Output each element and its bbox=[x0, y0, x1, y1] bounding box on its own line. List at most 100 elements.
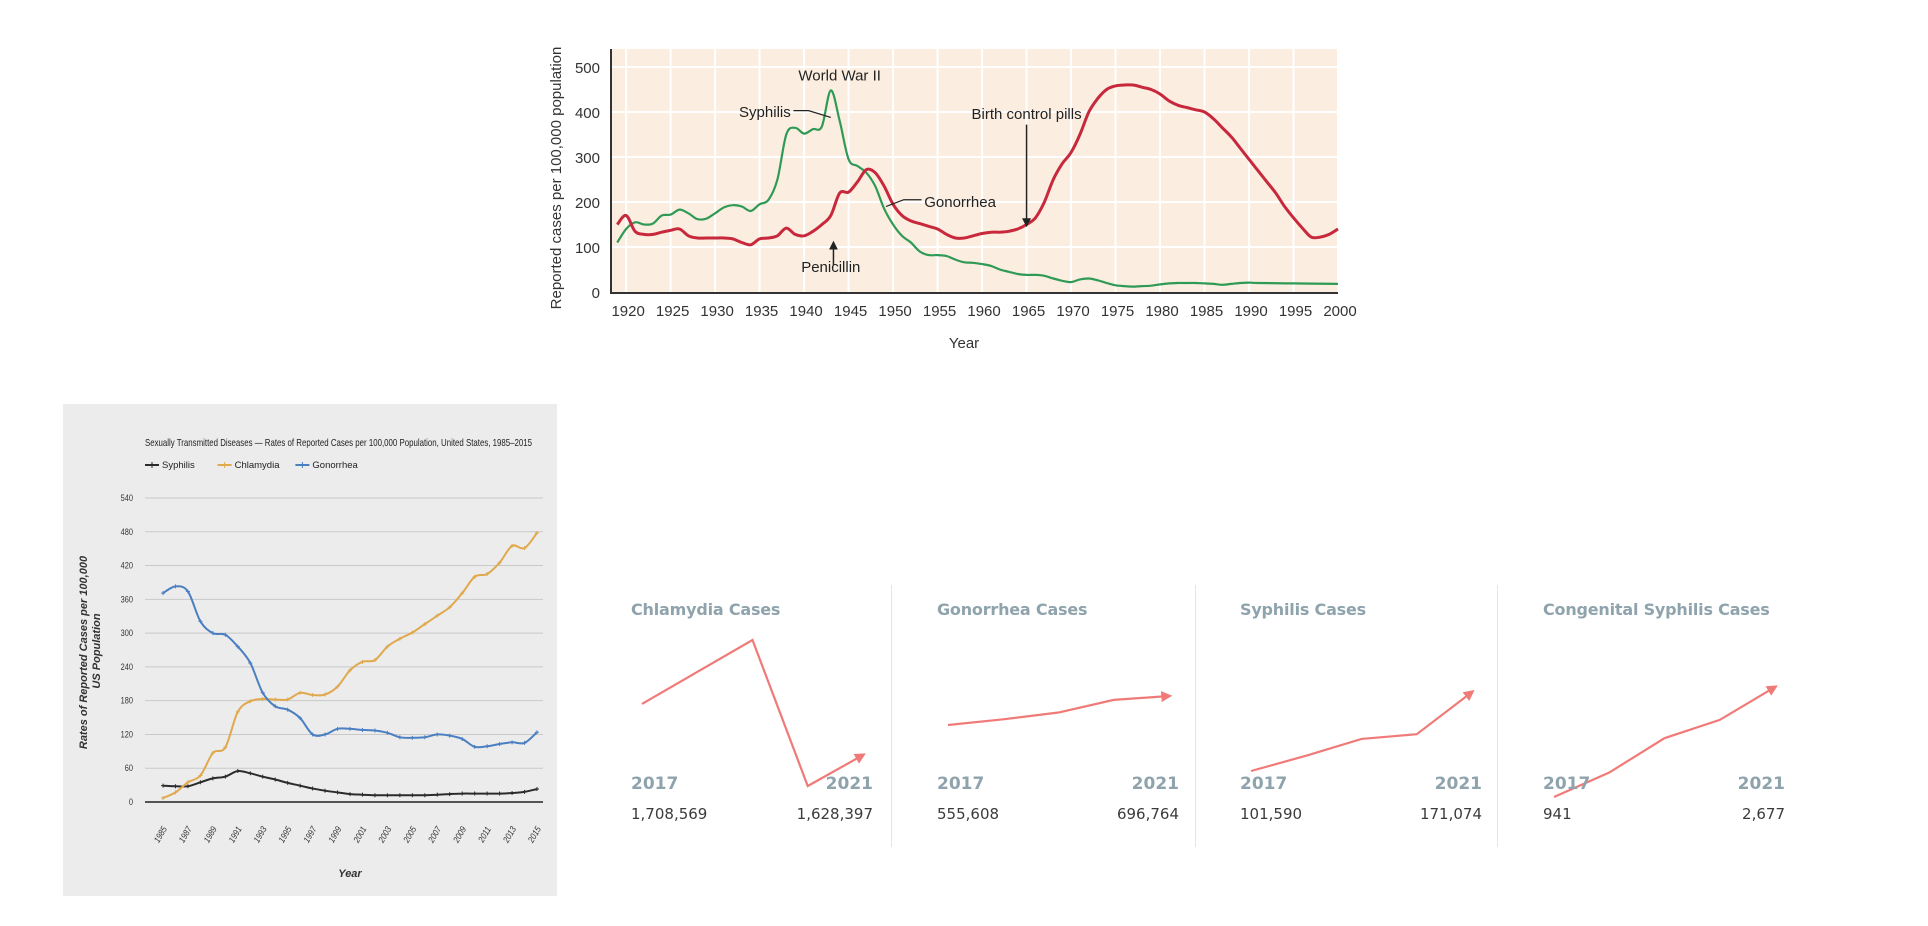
sparkline-trend-line bbox=[1250, 689, 1475, 773]
data-point-marker bbox=[248, 660, 253, 665]
x-tick-label: 1920 bbox=[611, 303, 644, 320]
y-tick-label: 60 bbox=[125, 764, 134, 774]
data-point-marker bbox=[360, 727, 365, 732]
end-year-label: 2021 bbox=[1434, 774, 1482, 794]
data-point-marker bbox=[260, 690, 265, 695]
x-tick-label: 1975 bbox=[1101, 303, 1134, 320]
x-tick-label: 2011 bbox=[475, 825, 493, 845]
data-point-marker bbox=[447, 605, 452, 610]
data-point-marker bbox=[285, 707, 290, 712]
series-lines bbox=[161, 530, 539, 801]
card-gonorrhea-cases[interactable]: Gonorrhea Cases 2017 2021 555,608 696,764 bbox=[937, 585, 1199, 847]
data-point-marker bbox=[161, 591, 165, 596]
data-point-marker bbox=[298, 716, 303, 721]
data-point-marker bbox=[348, 668, 352, 673]
y-tick-label: 480 bbox=[121, 527, 134, 537]
x-tick-label: 1987 bbox=[176, 824, 194, 844]
y-tick-label: 420 bbox=[121, 561, 134, 571]
data-point-marker bbox=[422, 735, 427, 740]
data-point-marker bbox=[510, 790, 515, 795]
data-point-marker bbox=[510, 740, 515, 745]
x-tick-label: 1935 bbox=[745, 303, 778, 320]
data-point-marker bbox=[385, 644, 390, 649]
data-point-marker bbox=[335, 790, 340, 795]
x-tick-label: 1970 bbox=[1056, 303, 1089, 320]
data-point-marker bbox=[485, 744, 490, 749]
series-chlamydia bbox=[161, 530, 539, 801]
annotation-syphilis: Syphilis bbox=[739, 104, 791, 121]
data-point-marker bbox=[372, 793, 377, 798]
x-tick-labels: 1920 1925 1930 1935 1940 1945 1950 1955 1960 1965… bbox=[611, 303, 1356, 320]
data-point-marker bbox=[310, 732, 315, 737]
data-point-marker bbox=[223, 774, 228, 779]
data-point-marker bbox=[410, 793, 415, 798]
data-point-marker bbox=[210, 751, 215, 756]
sparkline-trend-line bbox=[1553, 685, 1778, 799]
annotation-birth-control-pills: Birth control pills bbox=[972, 106, 1082, 123]
data-point-marker bbox=[273, 704, 278, 709]
end-value: 696,764 bbox=[1116, 805, 1179, 823]
data-point-marker bbox=[447, 792, 452, 797]
legend-item-syphilis: Syphilis bbox=[145, 460, 195, 471]
data-point-marker bbox=[410, 630, 415, 635]
y-tick-label: 500 bbox=[575, 60, 600, 77]
start-value: 1,708,569 bbox=[631, 805, 708, 823]
data-point-marker bbox=[485, 572, 490, 576]
grid bbox=[145, 497, 543, 803]
data-point-marker bbox=[535, 787, 539, 792]
y-axis-label: Reported cases per 100,000 population bbox=[548, 47, 565, 310]
start-value: 101,590 bbox=[1240, 805, 1303, 823]
data-point-marker bbox=[198, 780, 203, 785]
data-point-marker bbox=[397, 636, 402, 641]
data-point-marker bbox=[223, 745, 228, 750]
data-point-marker bbox=[173, 584, 178, 589]
x-tick-label: 1950 bbox=[878, 303, 911, 320]
y-tick-label: 200 bbox=[575, 195, 600, 212]
end-year-label: 2021 bbox=[1131, 774, 1179, 794]
x-axis-label: Year bbox=[949, 335, 979, 352]
data-point-marker bbox=[348, 726, 352, 731]
data-point-marker bbox=[161, 783, 165, 788]
plot-background bbox=[611, 49, 1338, 292]
data-point-marker bbox=[497, 742, 502, 747]
data-point-marker bbox=[235, 769, 240, 774]
x-tick-label: 2003 bbox=[375, 824, 393, 845]
card-syphilis-cases[interactable]: Syphilis Cases 2017 2021 101,590 171,074 bbox=[1240, 585, 1502, 847]
card-congenital-syphilis-cases[interactable]: Congenital Syphilis Cases 2017 2021 941 2,67… bbox=[1543, 585, 1805, 847]
data-point-marker bbox=[298, 690, 303, 695]
data-point-marker bbox=[435, 792, 440, 797]
y-axis-label: Rates of Reported Cases per 100,000 US P… bbox=[78, 553, 103, 749]
x-tick-label: 2001 bbox=[350, 824, 368, 845]
x-tick-label: 2013 bbox=[500, 824, 518, 845]
x-tick-label: 1930 bbox=[700, 303, 733, 320]
x-tick-label: 2000 bbox=[1323, 303, 1356, 320]
x-axis-label: Year bbox=[338, 868, 362, 880]
card-divider bbox=[1497, 585, 1498, 847]
series-line-chlamydia bbox=[162, 532, 538, 800]
data-point-marker bbox=[260, 696, 265, 701]
y-tick-labels: 0 100 200 300 400 500 bbox=[575, 60, 600, 302]
card-chlamydia-cases[interactable]: Chlamydia Cases 2017 2021 1,708,569 1,628,39… bbox=[631, 585, 893, 847]
x-tick-label: 1985 bbox=[151, 824, 169, 844]
y-tick-label: 360 bbox=[121, 595, 134, 605]
sparkline bbox=[1250, 689, 1475, 773]
data-point-marker bbox=[522, 546, 527, 551]
data-point-marker bbox=[248, 699, 253, 704]
data-point-marker bbox=[372, 728, 377, 733]
data-point-marker bbox=[298, 783, 303, 788]
start-year-label: 2017 bbox=[1240, 774, 1288, 794]
annotation-penicillin: Penicillin bbox=[801, 259, 860, 276]
card-title: Chlamydia Cases bbox=[631, 600, 781, 619]
data-point-marker bbox=[372, 658, 377, 663]
y-tick-label: 0 bbox=[592, 285, 600, 302]
annotation-world-war-ii: World War II bbox=[798, 68, 881, 85]
legend: Syphilis Chlamydia Gonorrhea bbox=[145, 460, 359, 471]
y-tick-label: 100 bbox=[575, 240, 600, 257]
annotation-gonorrhea: Gonorrhea bbox=[924, 194, 996, 211]
data-point-marker bbox=[185, 780, 190, 785]
data-point-marker bbox=[460, 591, 465, 596]
annotations: World War II Syphilis Birth control pills G… bbox=[739, 68, 1082, 276]
std-rates-panel: Sexually Transmitted Diseases — Rates of… bbox=[63, 404, 557, 896]
data-point-marker bbox=[285, 780, 290, 785]
syphilis-leader-line bbox=[793, 110, 831, 118]
